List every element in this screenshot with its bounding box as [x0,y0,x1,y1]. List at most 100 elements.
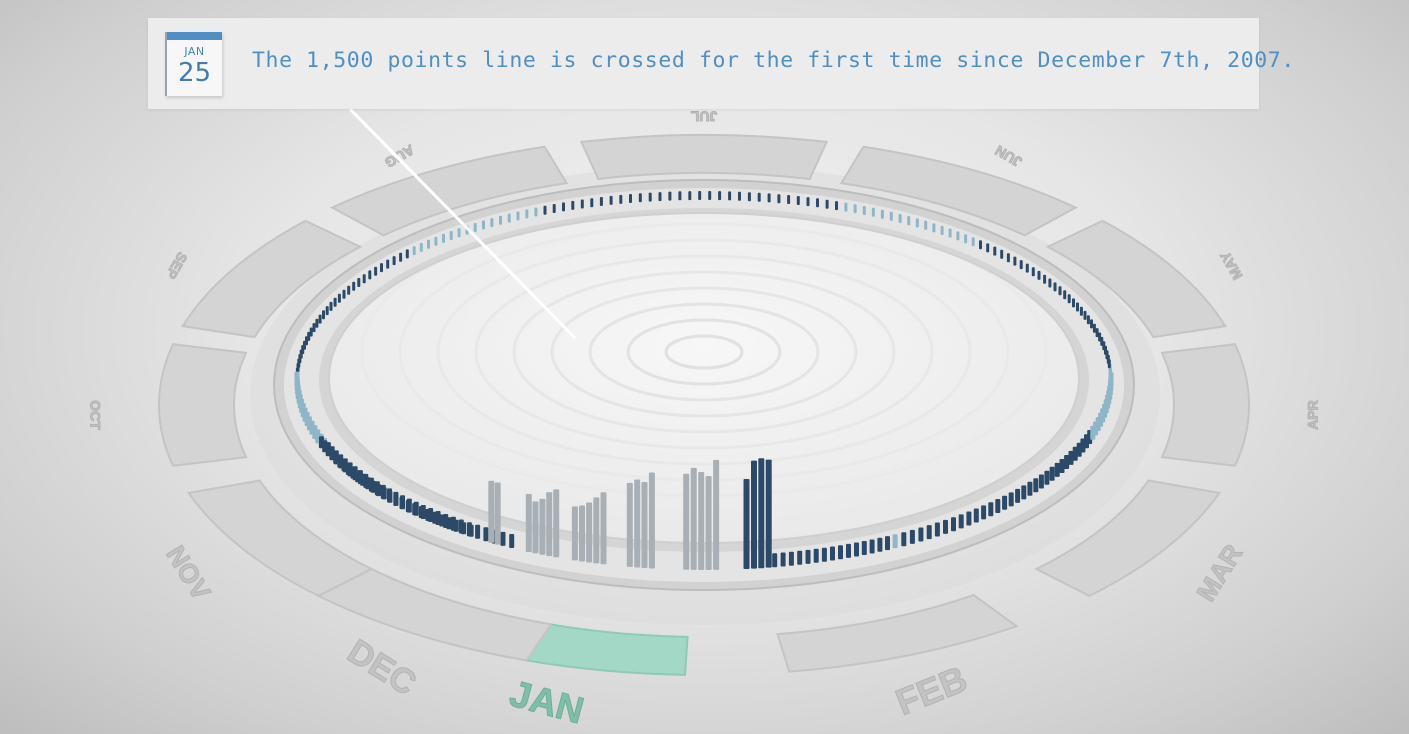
day-bar [943,519,948,534]
day-bar [368,270,372,280]
day-bar [788,551,794,566]
day-bar [386,259,390,269]
month-tile-oct [158,343,248,467]
day-bar [543,205,547,215]
day-bar [355,470,361,483]
day-bar [1067,294,1071,304]
day-bar [1064,455,1070,469]
day-bar [830,546,835,561]
day-bar [619,194,623,204]
day-bar [473,223,477,232]
day-bar [461,522,467,535]
day-bar [966,511,972,526]
day-bar [399,252,403,262]
month-tile-jun [839,145,1078,237]
day-bar [918,527,924,542]
day-bar [1049,466,1055,481]
day-bar [586,502,593,563]
day-bar [813,548,819,563]
day-bar [552,204,556,213]
month-tile-mar [1034,479,1222,598]
day-bar [1095,328,1099,338]
day-bar [995,499,1001,513]
day-bar [1068,450,1074,465]
day-bar [412,246,416,256]
day-bar [648,192,652,202]
ripple [436,238,972,466]
day-bar [1072,446,1078,461]
day-bar [442,233,445,243]
day-bar [705,476,712,570]
day-bar [805,549,811,564]
day-bar [516,211,520,221]
day-bar [825,199,829,209]
day-bar [854,542,859,557]
day-bar [738,191,741,201]
month-label-feb: FEB [890,658,973,723]
month-label-jun: JUN [992,142,1024,170]
day-bar [1079,306,1083,316]
day-bar [488,480,495,543]
day-bar [958,514,964,529]
day-bar [629,194,632,203]
month-tiles [158,134,1250,676]
day-bar [387,490,393,503]
day-bar [365,477,371,490]
month-label-apr: APR [1305,400,1321,430]
day-bar [765,459,772,568]
calendar-icon-header [167,32,222,40]
day-bar [993,246,997,256]
day-bar [325,306,329,316]
day-bar [345,463,351,475]
day-bar [869,539,875,554]
day-bar [1090,319,1093,329]
day-bar [1098,332,1102,342]
day-bar [1058,286,1062,296]
day-bar [853,204,857,214]
day-bar [638,193,642,203]
day-bar [322,310,325,320]
day-bar [347,285,351,295]
day-bar [796,196,800,205]
day-bar [940,226,944,235]
day-bar [1054,462,1060,477]
day-bar [494,482,501,545]
day-bar [971,237,975,247]
day-bar [1025,263,1029,273]
day-bar [780,552,786,567]
day-bar [318,314,322,324]
day-bar [1033,478,1039,493]
day-bar [1059,459,1065,473]
day-bar [553,489,560,558]
day-bar [593,497,600,564]
day-bar [419,242,423,252]
day-bar [309,327,313,337]
ripple [474,254,934,450]
event-callout: JAN 25 The 1,500 points line is crossed … [148,18,1294,109]
day-bar [688,191,692,201]
day-bar [708,191,712,200]
day-bar [718,191,722,201]
month-label-mar: MAR [1191,539,1249,606]
day-bar [600,492,607,565]
day-bar [1037,270,1041,280]
day-bar [571,200,575,210]
day-bar [392,256,396,266]
month-tile-nov [186,479,374,598]
day-bar [329,301,333,311]
day-bar [1092,323,1096,333]
day-bar [658,192,662,202]
day-bar [1072,298,1075,308]
day-bar [507,213,511,223]
day-bar [1063,290,1067,300]
day-bar [1048,278,1052,288]
month-label-sep: SEP [163,250,191,282]
day-bar [1000,249,1004,259]
day-bar [329,448,335,460]
day-bar [352,281,356,291]
day-bar [341,459,347,472]
ripple [550,286,858,418]
day-bar [333,451,339,464]
day-bar [1044,470,1050,485]
